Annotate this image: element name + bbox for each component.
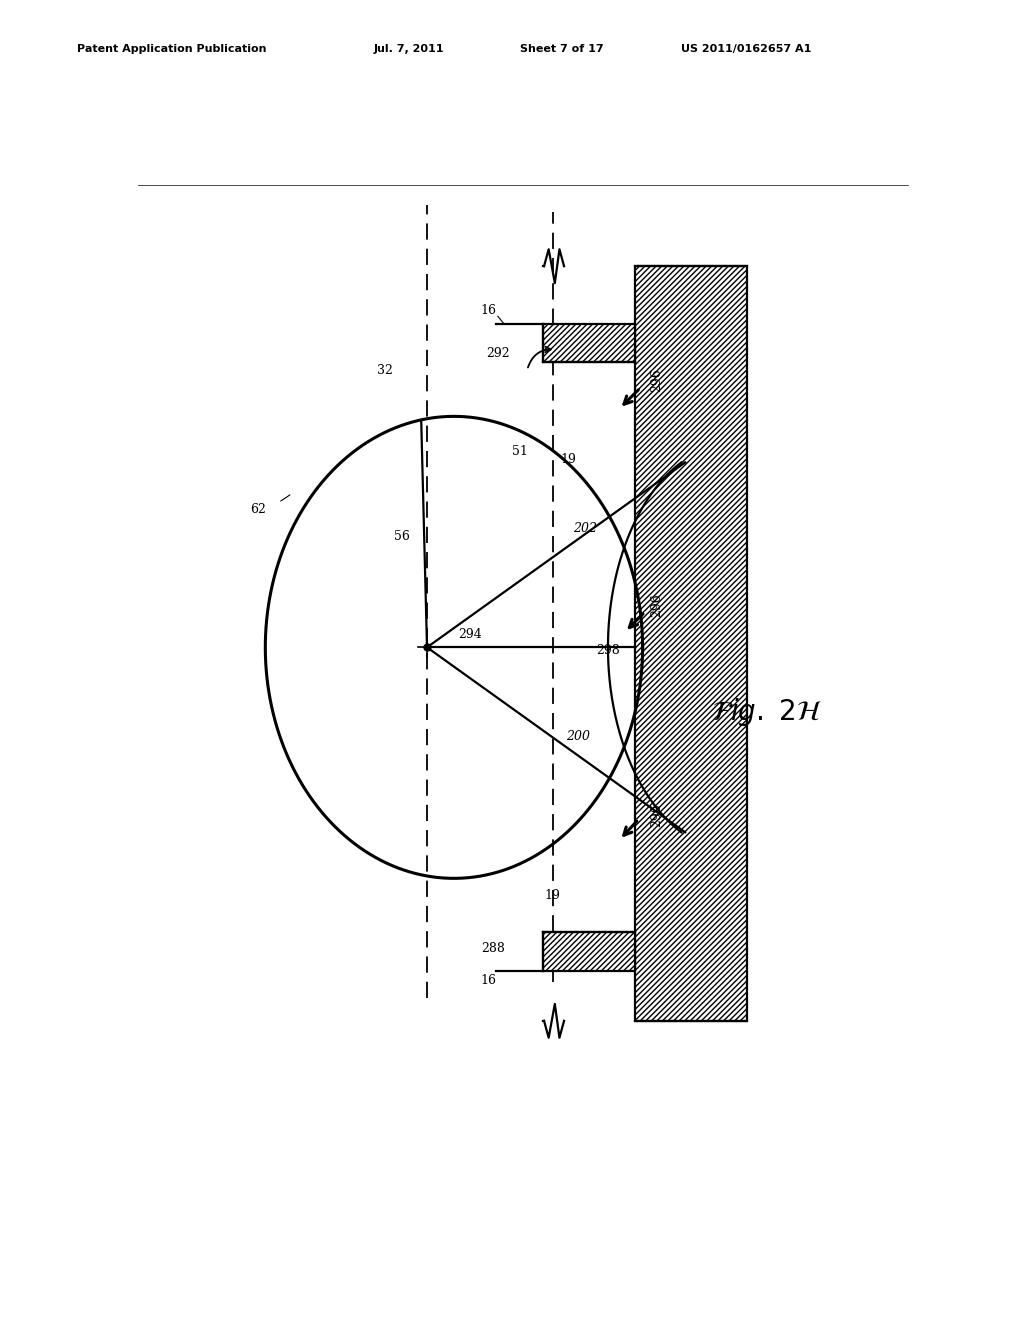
Text: 16: 16 <box>481 304 497 317</box>
Text: 202: 202 <box>573 521 597 535</box>
Text: 296: 296 <box>650 804 664 828</box>
Text: 296: 296 <box>650 368 664 392</box>
Bar <box>635 267 746 1020</box>
Text: Sheet 7 of 17: Sheet 7 of 17 <box>520 44 604 54</box>
Text: Jul. 7, 2011: Jul. 7, 2011 <box>374 44 444 54</box>
Text: 288: 288 <box>481 941 505 954</box>
Text: 19: 19 <box>545 890 561 902</box>
Text: 298: 298 <box>596 644 621 656</box>
Text: 51: 51 <box>512 445 527 458</box>
Text: $\mathcal{F}ig.\ 2\mathcal{H}$: $\mathcal{F}ig.\ 2\mathcal{H}$ <box>712 697 821 729</box>
Text: 62: 62 <box>250 503 266 516</box>
Text: 32: 32 <box>377 364 393 378</box>
Text: Patent Application Publication: Patent Application Publication <box>77 44 266 54</box>
Text: 296: 296 <box>650 594 664 618</box>
Text: 292: 292 <box>486 347 510 360</box>
Text: 294: 294 <box>458 628 481 642</box>
Text: US 2011/0162657 A1: US 2011/0162657 A1 <box>681 44 811 54</box>
Text: 56: 56 <box>394 529 410 543</box>
Text: 200: 200 <box>565 730 590 743</box>
Bar <box>543 932 635 970</box>
Text: 19: 19 <box>560 453 577 466</box>
Text: 16: 16 <box>481 974 497 987</box>
Bar <box>543 323 635 363</box>
